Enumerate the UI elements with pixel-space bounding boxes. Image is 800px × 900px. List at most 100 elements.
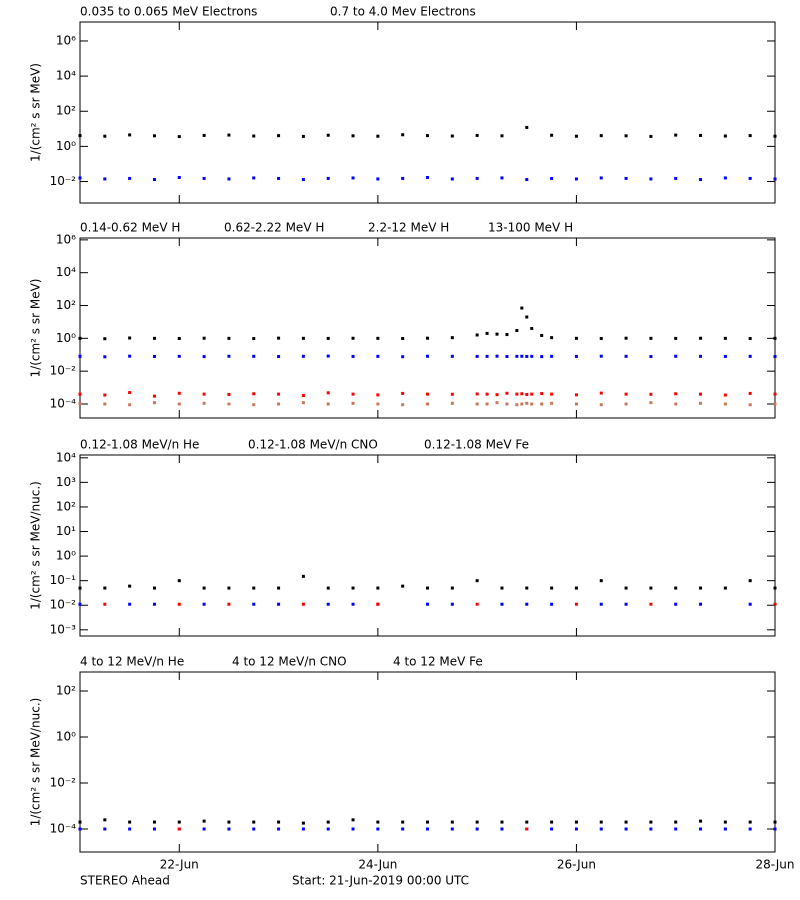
data-point — [723, 586, 727, 590]
data-point — [674, 827, 678, 831]
data-point — [103, 586, 107, 590]
data-point — [550, 392, 554, 396]
data-point — [525, 392, 529, 396]
data-point — [599, 176, 603, 180]
y-tick-label: 10⁻⁴ — [50, 396, 77, 410]
x-tick-label: 28-Jun — [755, 858, 794, 872]
y-tick-label: 10⁰ — [56, 139, 76, 153]
data-point — [624, 354, 628, 358]
data-point — [202, 819, 206, 823]
data-point — [525, 354, 529, 358]
data-point — [227, 827, 231, 831]
legend-entry: 0.12-1.08 MeV/n CNO — [248, 438, 378, 452]
data-point — [649, 602, 653, 606]
data-point — [649, 355, 653, 359]
legend-entry: 0.12-1.08 MeV/n He — [80, 438, 199, 452]
data-point — [699, 586, 703, 590]
legend-entry: 4 to 12 MeV/n He — [80, 655, 184, 669]
data-point — [227, 354, 231, 358]
data-point — [326, 391, 330, 395]
data-point — [152, 820, 156, 824]
footer-left: STEREO Ahead — [80, 874, 170, 888]
data-point — [574, 602, 578, 606]
data-point — [649, 586, 653, 590]
data-point — [326, 133, 330, 137]
data-point — [599, 827, 603, 831]
legend-entry: 0.7 to 4.0 Mev Electrons — [330, 5, 476, 19]
series-points — [78, 391, 777, 398]
data-point — [426, 354, 429, 358]
data-point — [450, 602, 454, 606]
data-point — [649, 401, 653, 405]
data-point — [128, 336, 132, 340]
data-point — [450, 820, 454, 824]
data-point — [525, 315, 529, 319]
data-point — [78, 336, 82, 340]
data-point — [252, 827, 256, 831]
data-point — [550, 586, 554, 590]
y-tick-label: 10⁴ — [56, 265, 76, 279]
data-point — [401, 827, 405, 831]
data-point — [505, 391, 509, 395]
data-point — [227, 402, 231, 406]
y-axis-label: 1/(cm² s sr MeV) — [29, 63, 43, 162]
data-point — [773, 586, 777, 590]
data-point — [128, 176, 132, 180]
data-point — [103, 393, 107, 397]
data-point — [78, 586, 82, 590]
data-point — [520, 354, 524, 358]
data-point — [599, 579, 603, 583]
data-point — [574, 586, 578, 590]
data-point — [252, 134, 256, 138]
data-point — [674, 586, 678, 590]
plot-frame — [79, 454, 776, 637]
y-tick-label: 10⁻² — [50, 598, 77, 612]
data-point — [520, 306, 524, 310]
data-point — [351, 818, 355, 822]
data-point — [401, 336, 405, 340]
plot-frame — [79, 671, 776, 853]
data-point — [624, 602, 628, 606]
data-point — [202, 827, 206, 831]
data-point — [152, 586, 156, 590]
data-point — [495, 354, 499, 358]
data-point — [128, 403, 132, 407]
data-point — [475, 176, 479, 180]
data-point — [624, 586, 628, 590]
data-point — [277, 402, 281, 406]
data-point — [426, 134, 429, 138]
data-point — [78, 354, 82, 358]
data-point — [599, 820, 603, 824]
data-point — [152, 354, 156, 358]
data-point — [748, 176, 752, 180]
data-point — [530, 392, 534, 396]
data-point — [574, 402, 578, 406]
data-point — [326, 586, 330, 590]
data-point — [401, 176, 405, 180]
series-points — [78, 175, 777, 182]
data-point — [450, 401, 454, 405]
data-point — [376, 402, 380, 406]
data-point — [78, 392, 82, 396]
data-point — [699, 819, 703, 823]
data-point — [152, 178, 156, 182]
data-point — [152, 401, 156, 405]
x-tick-label: 26-Jun — [557, 858, 596, 872]
data-point — [227, 586, 231, 590]
data-point — [401, 133, 405, 137]
data-point — [624, 134, 628, 138]
data-point — [202, 586, 206, 590]
data-point — [351, 354, 355, 358]
data-point — [624, 176, 628, 180]
data-point — [103, 134, 107, 138]
data-point — [277, 134, 281, 138]
data-point — [252, 403, 256, 407]
data-point — [475, 354, 479, 358]
data-point — [748, 391, 752, 395]
data-point — [699, 133, 703, 137]
data-point — [401, 820, 405, 824]
series-points — [103, 602, 777, 606]
data-point — [252, 354, 256, 358]
data-point — [152, 134, 156, 138]
data-point — [485, 354, 489, 358]
